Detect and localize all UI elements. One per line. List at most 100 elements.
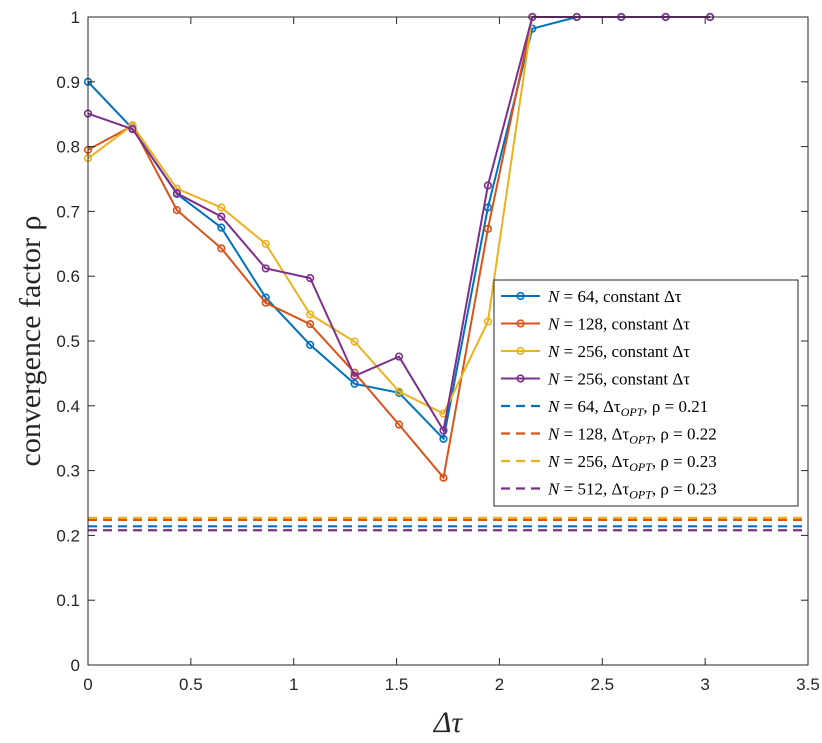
data-point	[217, 203, 226, 212]
legend-var: N	[547, 287, 561, 306]
y-tick-label: 0.2	[56, 526, 80, 545]
data-point	[483, 181, 493, 190]
data-point	[394, 352, 404, 361]
y-tick-label: 0.8	[56, 138, 80, 157]
legend-rest: , constant Δτ	[594, 287, 681, 306]
data-point	[217, 244, 226, 253]
x-tick-label: 3.5	[796, 675, 820, 694]
x-tick-label: 1	[289, 675, 298, 694]
data-point	[261, 239, 270, 248]
data-point	[350, 379, 359, 388]
data-point	[261, 298, 270, 307]
x-axis-title: Δτ	[433, 706, 464, 739]
legend-num: 256	[577, 342, 603, 361]
data-point	[128, 125, 137, 134]
legend-label: N = 512, ΔτOPT, ρ = 0.23	[547, 480, 717, 502]
y-tick-label: 0.6	[56, 267, 80, 286]
x-tick-label: 1.5	[385, 675, 409, 694]
legend-tail: , ρ = 0.22	[652, 425, 717, 444]
y-tick-label: 0.9	[56, 73, 80, 92]
legend-rest: , constant Δτ	[603, 315, 690, 334]
legend-var: N	[547, 480, 561, 499]
y-tick-label: 0.7	[56, 202, 80, 221]
data-point	[439, 473, 448, 482]
legend-marker	[516, 374, 525, 383]
legend-sub: OPT	[629, 433, 653, 447]
legend-item: N = 256, constant Δτ	[501, 342, 690, 361]
legend-num: 64	[577, 397, 595, 416]
y-tick-label: 0.1	[56, 591, 80, 610]
legend-rest: , Δτ	[603, 452, 629, 471]
legend-sub: OPT	[629, 460, 653, 474]
legend-item: N = 64, ΔτOPT, ρ = 0.21	[501, 397, 708, 419]
series-3	[83, 12, 537, 418]
series-line	[87, 16, 534, 415]
legend-equals: =	[559, 315, 577, 334]
legend-label: N = 128, ΔτOPT, ρ = 0.22	[547, 425, 717, 447]
legend-item: N = 256, constant Δτ	[501, 370, 690, 389]
legend-sub: OPT	[621, 405, 645, 419]
legend-label: N = 64, constant Δτ	[547, 287, 682, 306]
y-tick-label: 0.3	[56, 462, 80, 481]
legend-rest: , Δτ	[594, 397, 620, 416]
legend-marker	[516, 346, 525, 356]
legend-num: 128	[577, 425, 603, 444]
legend-item: N = 256, ΔτOPT, ρ = 0.23	[501, 452, 717, 474]
legend-var: N	[547, 370, 561, 389]
data-point	[439, 426, 448, 435]
legend-var: N	[547, 315, 561, 334]
legend-label: N = 64, ΔτOPT, ρ = 0.21	[547, 397, 708, 419]
legend-sub: OPT	[629, 488, 653, 502]
data-point	[483, 224, 493, 233]
data-point	[261, 264, 270, 273]
legend-num: 256	[577, 452, 603, 471]
data-point	[394, 420, 404, 429]
legend-equals: =	[559, 452, 577, 471]
legend-equals: =	[559, 480, 577, 499]
legend-equals: =	[559, 425, 577, 444]
legend-num: 256	[577, 370, 603, 389]
legend-label: N = 256, constant Δτ	[547, 342, 690, 361]
x-tick-label: 0.5	[179, 675, 203, 694]
legend-label: N = 128, constant Δτ	[547, 315, 690, 334]
y-tick-label: 0.4	[56, 397, 80, 416]
legend-marker	[516, 319, 525, 328]
legend-equals: =	[559, 342, 577, 361]
data-point	[306, 274, 315, 283]
legend-rest: , constant Δτ	[603, 342, 690, 361]
data-point	[483, 317, 493, 326]
legend-rest: , Δτ	[603, 425, 629, 444]
axes: 0 0.5 1 1.5 2 2.5 3 3.5 0 0.1 0.2 0.3 0.4 0.5 0.6 0.7 0.…	[56, 8, 819, 694]
legend-num: 64	[577, 287, 595, 306]
legend-tail: , ρ = 0.23	[652, 452, 717, 471]
data-point	[172, 206, 181, 215]
data-point	[217, 223, 226, 232]
legend-tail: , ρ = 0.23	[652, 480, 717, 499]
data-point	[172, 189, 181, 198]
legend-num: 512	[577, 480, 603, 499]
y-tick-label: 1	[71, 8, 80, 27]
x-tick-label: 0	[83, 675, 92, 694]
y-tick-label: 0.5	[56, 332, 80, 351]
legend-rest: , Δτ	[603, 480, 629, 499]
x-tick-label: 2.5	[590, 675, 614, 694]
legend-box	[493, 279, 799, 507]
data-point	[350, 337, 359, 346]
legend-label: N = 256, ΔτOPT, ρ = 0.23	[547, 452, 717, 474]
legend-var: N	[547, 397, 561, 416]
data-point	[306, 320, 315, 329]
x-tick-label: 3	[700, 675, 709, 694]
data-point	[306, 310, 315, 319]
series-2	[83, 12, 537, 482]
legend-equals: =	[559, 397, 577, 416]
y-axis-title: convergence factor ρ	[14, 216, 47, 467]
legend-label: N = 256, constant Δτ	[547, 370, 690, 389]
data-point	[439, 434, 448, 443]
legend-marker	[516, 291, 525, 301]
legend-equals: =	[559, 370, 577, 389]
y-tick-label: 0	[71, 656, 80, 675]
legend-tail: , ρ = 0.21	[643, 397, 708, 416]
legend-item: N = 128, ΔτOPT, ρ = 0.22	[501, 425, 717, 447]
x-tick-label: 2	[495, 675, 504, 694]
